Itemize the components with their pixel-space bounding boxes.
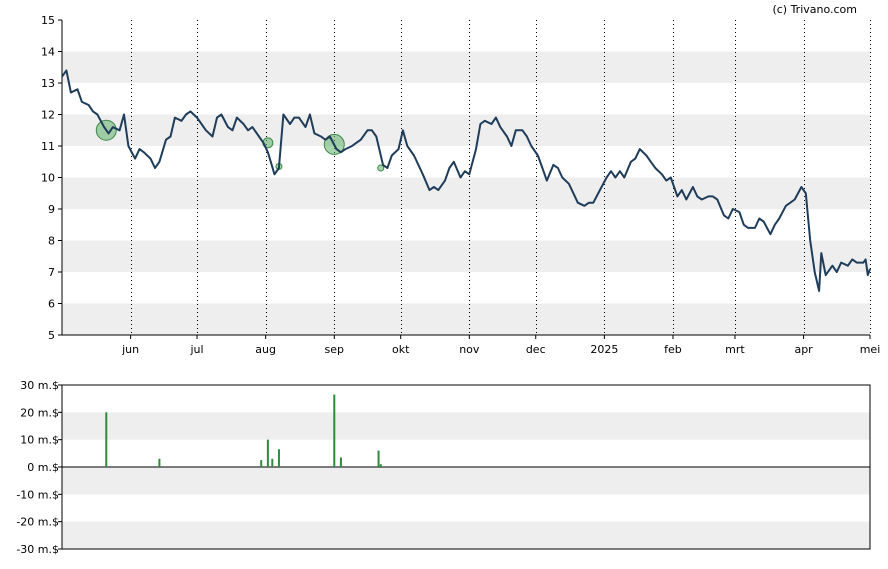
price-x-tick-label: okt (392, 343, 410, 356)
volume-y-tick-label: 30 m.$ (20, 379, 59, 392)
volume-bar (277, 449, 280, 467)
price-y-tick-label: 6 (48, 298, 55, 311)
price-y-tick-label: 15 (41, 14, 55, 27)
price-bands (62, 51, 870, 335)
price-x-tick-label: sep (325, 343, 344, 356)
price-y-tick-label: 14 (41, 46, 55, 59)
price-y-ticks: 5 6 7 8 9 10 11 12 13 14 15 (41, 14, 62, 342)
price-month-gridlines (131, 20, 871, 335)
volume-bar (266, 439, 269, 467)
price-x-tick-label: apr (794, 343, 813, 356)
volume-bar (158, 458, 161, 467)
price-x-tick-label: mei (860, 343, 881, 356)
price-x-tick-label: mrt (725, 343, 745, 356)
volume-y-tick-label: 10 m.$ (20, 434, 59, 447)
volume-band (62, 412, 870, 440)
volume-bar (260, 460, 263, 467)
price-y-tick-label: 7 (48, 266, 55, 279)
volume-bar (379, 464, 382, 467)
price-band (62, 177, 870, 209)
volume-band (62, 521, 870, 549)
price-x-tick-label: 2025 (590, 343, 618, 356)
volume-bar (333, 394, 336, 467)
trade-marker (377, 164, 385, 172)
price-line (61, 69, 871, 292)
price-x-tick-label: jun (121, 343, 139, 356)
price-y-tick-label: 9 (48, 203, 55, 216)
volume-y-tick-label: 0 m.$ (27, 461, 59, 474)
price-y-tick-label: 13 (41, 77, 55, 90)
volume-bars (105, 394, 382, 467)
price-y-tick-label: 5 (48, 329, 55, 342)
volume-y-tick-label: -10 m.$ (16, 488, 59, 501)
price-x-tick-label: feb (664, 343, 682, 356)
price-x-ticks: jun jul aug sep okt nov dec 2025 feb mrt apr mei (121, 335, 880, 356)
copyright-text: (c) Trivano.com (772, 3, 857, 16)
volume-y-ticks: 30 m.$ 20 m.$ 10 m.$ 0 m.$ -10 m.$ -20 m.$ -30… (16, 379, 62, 556)
price-y-tick-label: 12 (41, 109, 55, 122)
volume-y-tick-label: 20 m.$ (20, 406, 59, 419)
price-y-tick-label: 10 (41, 172, 55, 185)
volume-band (62, 467, 870, 495)
volume-y-tick-label: -20 m.$ (16, 516, 59, 529)
price-x-tick-label: dec (526, 343, 546, 356)
price-band (62, 303, 870, 335)
volume-y-tick-label: -30 m.$ (16, 543, 59, 556)
volume-bar (377, 450, 380, 467)
price-y-tick-label: 8 (48, 235, 55, 248)
volume-bar (105, 412, 108, 467)
price-y-tick-label: 11 (41, 140, 55, 153)
price-band (62, 240, 870, 272)
price-band (62, 51, 870, 83)
volume-bar (271, 458, 274, 467)
volume-bar (339, 457, 342, 467)
price-x-tick-label: jul (189, 343, 203, 356)
price-x-tick-label: nov (459, 343, 480, 356)
volume-bands (62, 412, 870, 549)
price-x-tick-label: aug (255, 343, 276, 356)
